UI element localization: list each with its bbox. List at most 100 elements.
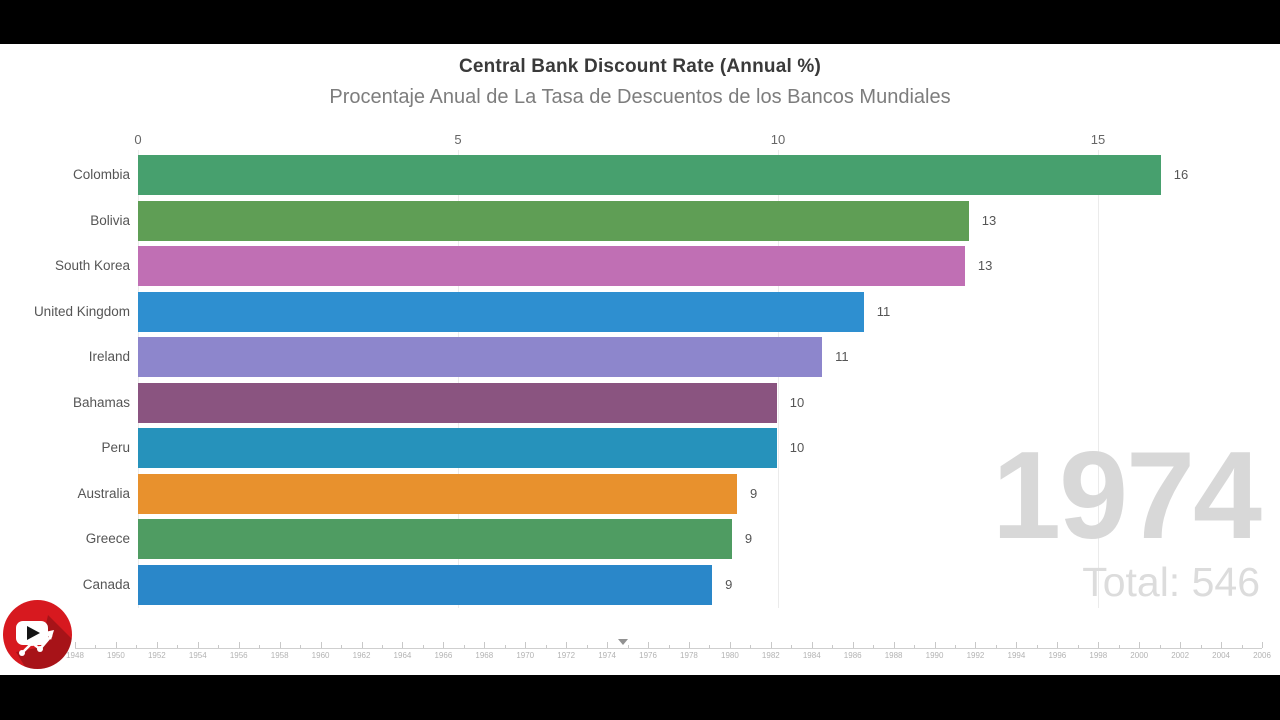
chart-title: Central Bank Discount Rate (Annual %) <box>458 56 822 77</box>
timeline-tick <box>1180 642 1182 648</box>
timeline-tick <box>259 645 261 648</box>
timeline-year-label: 1954 <box>188 651 207 660</box>
gridline <box>458 150 459 608</box>
bar-south-korea <box>138 246 965 286</box>
timeline-tick <box>463 645 465 648</box>
timeline-tick <box>1077 645 1079 648</box>
bar-ireland <box>138 337 823 377</box>
bar-value-ireland: 11 <box>835 349 849 364</box>
timeline-tick <box>750 645 752 648</box>
timeline-tick <box>1036 645 1038 648</box>
timeline-tick <box>1200 645 1202 648</box>
bar-value-bolivia: 13 <box>981 212 997 228</box>
x-axis-tick-label: 0 <box>134 132 142 147</box>
timeline-tick <box>1118 645 1120 648</box>
timeline-position-marker <box>618 639 629 645</box>
timeline-tick <box>361 642 363 648</box>
bar-australia <box>138 473 738 514</box>
timeline-year-label: 1972 <box>557 651 576 660</box>
timeline-year-label: 1986 <box>843 651 862 660</box>
bar-value-united-kingdom: 11 <box>876 303 891 319</box>
timeline-tick <box>504 645 506 648</box>
timeline-tick <box>136 645 138 648</box>
timeline-year-label: 1952 <box>147 651 166 660</box>
letterbox-bottom <box>0 675 1280 720</box>
chart-subtitle: Procentaje Anual de La Tasa de Descuento… <box>329 86 951 108</box>
timeline-year-label: 1958 <box>270 651 289 660</box>
bar-value-greece: 9 <box>744 531 753 546</box>
timeline-tick <box>95 645 97 648</box>
timeline-tick <box>341 645 343 648</box>
timeline-tick <box>627 645 629 648</box>
bar-value-south-korea: 13 <box>977 258 993 273</box>
timeline-tick <box>1221 642 1223 648</box>
chart-canvas: Central Bank Discount Rate (Annual %) Pr… <box>0 44 1280 675</box>
timeline-tick <box>648 642 650 648</box>
timeline-tick <box>1262 642 1263 648</box>
letterbox-top <box>0 0 1280 44</box>
timeline-year-label: 1992 <box>966 651 985 660</box>
bar-label-australia: Australia <box>77 485 130 501</box>
timeline-year-label: 1980 <box>720 651 739 660</box>
bar-value-canada: 9 <box>725 576 733 592</box>
total-watermark: Total: 546 <box>1082 559 1260 605</box>
bar-canada <box>138 564 713 605</box>
timeline-year-label: 1988 <box>884 651 903 660</box>
timeline-year-label: 1960 <box>311 651 330 660</box>
timeline-tick <box>873 645 875 648</box>
bar-label-peru: Peru <box>101 440 130 455</box>
timeline-year-label: 1984 <box>802 651 821 660</box>
timeline-tick <box>115 642 117 648</box>
x-axis-tick-label: 15 <box>1090 132 1106 147</box>
timeline-tick <box>1241 645 1243 648</box>
timeline-tick <box>443 642 445 648</box>
bar-value-peru: 10 <box>789 440 805 455</box>
bar-value-australia: 9 <box>750 485 758 501</box>
bar-peru <box>138 428 777 468</box>
timeline-tick <box>791 645 793 648</box>
timeline-tick <box>545 645 547 648</box>
timeline-tick <box>320 642 322 648</box>
timeline-tick <box>709 645 711 648</box>
timeline-tick <box>279 642 281 648</box>
bar-label-colombia: Colombia <box>72 167 130 182</box>
timeline-tick <box>75 642 76 648</box>
bar-label-ireland: Ireland <box>88 349 130 364</box>
timeline-tick <box>955 645 957 648</box>
bar-label-greece: Greece <box>85 531 130 546</box>
bar-united-kingdom <box>138 291 864 332</box>
bar-bolivia <box>138 200 969 241</box>
timeline-tick <box>688 642 690 648</box>
timeline-year-label: 1976 <box>639 651 657 660</box>
timeline-tick <box>402 642 404 648</box>
timeline-year-label: 1974 <box>598 651 616 660</box>
bar-label-bahamas: Bahamas <box>72 394 130 410</box>
timeline-tick <box>607 642 609 648</box>
bar-greece <box>138 519 732 559</box>
youtube-play-chart-logo-icon[interactable] <box>3 600 72 669</box>
timeline-tick <box>1016 642 1018 648</box>
timeline-year-label: 1978 <box>680 651 698 660</box>
timeline-tick <box>1098 642 1100 648</box>
timeline-year-label: 1948 <box>66 651 84 660</box>
bar-bahamas <box>138 382 777 423</box>
timeline-year-label: 1970 <box>516 651 535 660</box>
bar-label-united-kingdom: United Kingdom <box>33 303 130 319</box>
timeline-tick <box>934 642 936 648</box>
timeline-tick <box>729 642 731 648</box>
timeline-year-label: 1950 <box>107 651 125 660</box>
timeline-tick <box>852 642 854 648</box>
timeline-tick <box>197 642 199 648</box>
gridline <box>138 150 139 608</box>
year-watermark: 1974 <box>992 427 1262 565</box>
gridline <box>778 150 779 608</box>
timeline-tick <box>566 642 568 648</box>
timeline-tick <box>995 645 997 648</box>
timeline-year-label: 2000 <box>1130 651 1149 660</box>
timeline-year-label: 1990 <box>925 651 944 660</box>
timeline-year-label: 1956 <box>229 651 248 660</box>
timeline-tick <box>668 645 670 648</box>
timeline-tick <box>300 645 302 648</box>
timeline-year-label: 1964 <box>393 651 412 660</box>
